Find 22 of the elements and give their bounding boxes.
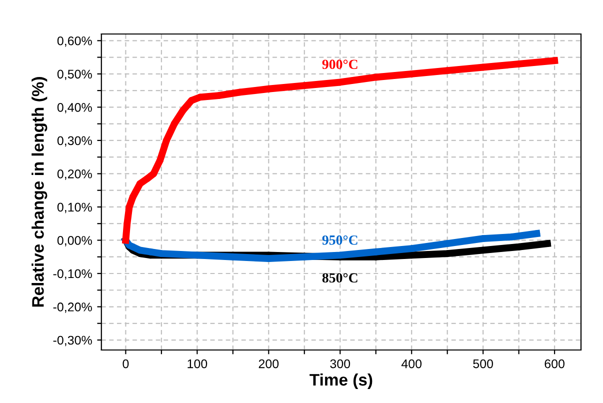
x-tick-label: 100 (188, 359, 208, 368)
y-tick-label: 0,30% (57, 136, 92, 147)
y-tick-label: -0,10% (53, 269, 92, 280)
x-tick-label: 400 (401, 359, 422, 368)
y-axis-title: Relative change in length (%) (32, 77, 48, 307)
series-label: 850°C (322, 273, 358, 283)
y-tick-label: 0,60% (57, 36, 92, 47)
x-tick-label: 600 (544, 359, 564, 368)
y-tick-label: -0,20% (53, 302, 92, 313)
y-tick-label: 0,10% (57, 202, 92, 214)
x-axis-title: Time (s) (310, 373, 372, 389)
y-tick-label: 0,40% (57, 102, 92, 114)
y-tick-label: -0,30% (53, 336, 92, 346)
x-tick-label: 0 (122, 359, 129, 368)
y-tick-label: 0,50% (57, 70, 92, 80)
y-tick-label: 0,00% (57, 236, 92, 246)
x-tick-label: 500 (473, 359, 494, 368)
y-tick-label: 0,20% (57, 170, 92, 180)
x-tick-label: 200 (258, 359, 279, 368)
series-label: 950°C (322, 235, 358, 245)
series-label: 900°C (322, 60, 358, 70)
x-tick-label: 300 (330, 359, 350, 368)
